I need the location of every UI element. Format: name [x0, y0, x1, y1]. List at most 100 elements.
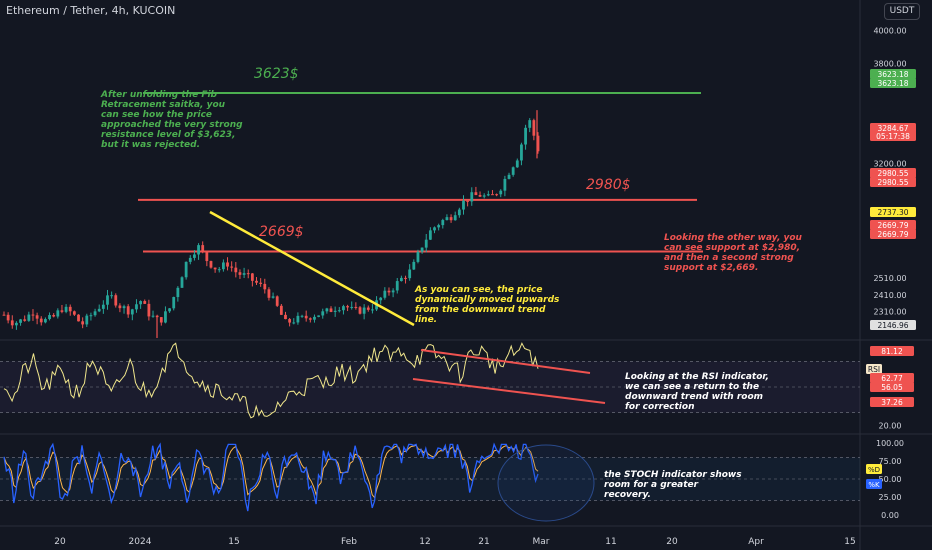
candle-body — [77, 314, 80, 322]
candle-body — [39, 318, 43, 323]
candle-body — [263, 283, 267, 290]
candle-body — [172, 297, 176, 309]
time-axis-label: 11 — [605, 537, 616, 547]
candle-body — [23, 319, 27, 321]
rsi-badge: RSI — [866, 364, 882, 374]
candle-body — [35, 315, 39, 319]
rsi-channel-lower — [412, 378, 606, 404]
price-badge: 2669.79 — [870, 220, 916, 230]
candle-body — [213, 267, 217, 270]
svg-text:3623.18: 3623.18 — [877, 79, 908, 88]
candle-body — [106, 295, 109, 305]
note-fib-resistance: After unfolding the Fib Retracement sait… — [101, 90, 243, 150]
candle-body — [284, 314, 287, 320]
candle-body — [350, 306, 354, 308]
candle-body — [250, 273, 254, 281]
price-axis-label: 2510.00 — [873, 274, 906, 283]
candle-body — [130, 309, 134, 315]
candle-body — [255, 280, 258, 283]
candle-body — [507, 174, 511, 179]
candle-body — [52, 315, 56, 317]
candle-body — [445, 217, 449, 221]
candle-body — [188, 257, 192, 262]
candle-body — [180, 277, 184, 288]
candle-body — [135, 304, 138, 310]
rsi-channel-upper — [420, 349, 591, 374]
rsi-badge: 56.05 — [870, 382, 914, 392]
svg-text:37.26: 37.26 — [881, 398, 903, 407]
candle-body — [226, 262, 229, 267]
price-badge: 2146.96 — [870, 320, 916, 330]
candle-body — [478, 195, 482, 197]
note-trendline: As you can see, the price dynamically mo… — [415, 285, 560, 325]
candle-body — [271, 296, 275, 298]
price-badge: 3623.18 — [870, 78, 916, 88]
time-axis-label: 2024 — [129, 537, 152, 547]
time-axis-label: 21 — [478, 537, 489, 547]
candle-body — [462, 200, 465, 210]
candle-body — [292, 322, 296, 324]
stoch-axis-label: 25.00 — [879, 493, 902, 502]
candle-body — [43, 319, 47, 323]
level-label-2980: 2980$ — [586, 177, 631, 193]
candle-body — [85, 315, 89, 325]
price-badge: 2980.55 — [870, 177, 916, 187]
candle-body — [164, 311, 167, 323]
candle-body — [168, 308, 171, 312]
svg-text:%K: %K — [868, 481, 880, 489]
note-stoch: the STOCH indicator shows room for a gre… — [604, 470, 742, 500]
candle-body — [246, 273, 250, 275]
candle-body — [184, 261, 188, 278]
time-axis-label: 15 — [844, 537, 855, 547]
candle-body — [93, 311, 97, 316]
candle-body — [358, 307, 362, 314]
candle-body — [56, 310, 60, 317]
candle-body — [209, 261, 213, 268]
svg-text:2980.55: 2980.55 — [877, 169, 908, 178]
candle-body — [333, 310, 337, 312]
candle-body — [362, 307, 366, 314]
candle-body — [217, 269, 221, 271]
stoch-axis-label: 0.00 — [881, 511, 899, 520]
candle-body — [114, 295, 118, 306]
stoch-badge: %D — [866, 464, 882, 474]
candle-body — [346, 306, 349, 308]
candle-body — [234, 267, 238, 273]
level-label-2669: 2669$ — [259, 224, 304, 240]
candle-body — [308, 318, 312, 320]
candle-body — [482, 195, 486, 197]
candle-body — [437, 225, 441, 228]
candle-body — [279, 305, 283, 315]
candle-body — [27, 314, 31, 321]
candle-body — [470, 192, 474, 202]
candle-body — [304, 315, 308, 319]
candle-body — [197, 245, 200, 255]
currency-selector[interactable]: USDT — [884, 3, 920, 20]
candle-body — [495, 194, 499, 196]
candle-body — [122, 306, 126, 309]
candle-body — [151, 315, 155, 317]
price-axis-label: 2310.00 — [873, 307, 906, 316]
candle-body — [391, 290, 395, 293]
candle-body — [288, 319, 292, 323]
candle-body — [433, 227, 436, 231]
candle-body — [97, 308, 101, 312]
candle-body — [81, 321, 85, 325]
candle-body — [221, 262, 225, 270]
candle-body — [317, 315, 321, 317]
candle-body — [60, 310, 64, 312]
price-axis-label: 2410.00 — [873, 291, 906, 300]
rsi-axis-label: 20.00 — [879, 422, 902, 431]
candle-body — [176, 287, 180, 298]
price-axis-label: 3800.00 — [873, 60, 906, 69]
price-badge: 2737.30 — [870, 207, 916, 217]
candle-body — [499, 190, 503, 195]
candle-body — [126, 306, 130, 315]
trendline — [209, 210, 415, 327]
candle-body — [528, 120, 532, 128]
rsi-line — [3, 342, 539, 419]
candle-body — [89, 315, 93, 317]
candle-body — [520, 144, 523, 161]
chart-title: Ethereum / Tether, 4h, KUCOIN — [6, 4, 176, 17]
candle-body — [387, 290, 391, 293]
